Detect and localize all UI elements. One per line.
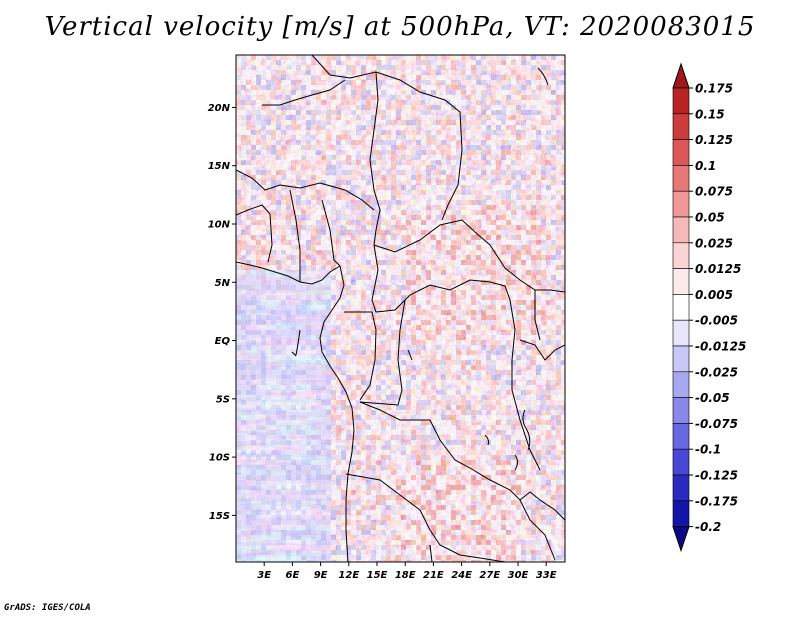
chart-title: Vertical velocity [m/s] at 500hPa, VT: 2… xyxy=(44,12,756,42)
heatmap-field xyxy=(236,55,565,562)
